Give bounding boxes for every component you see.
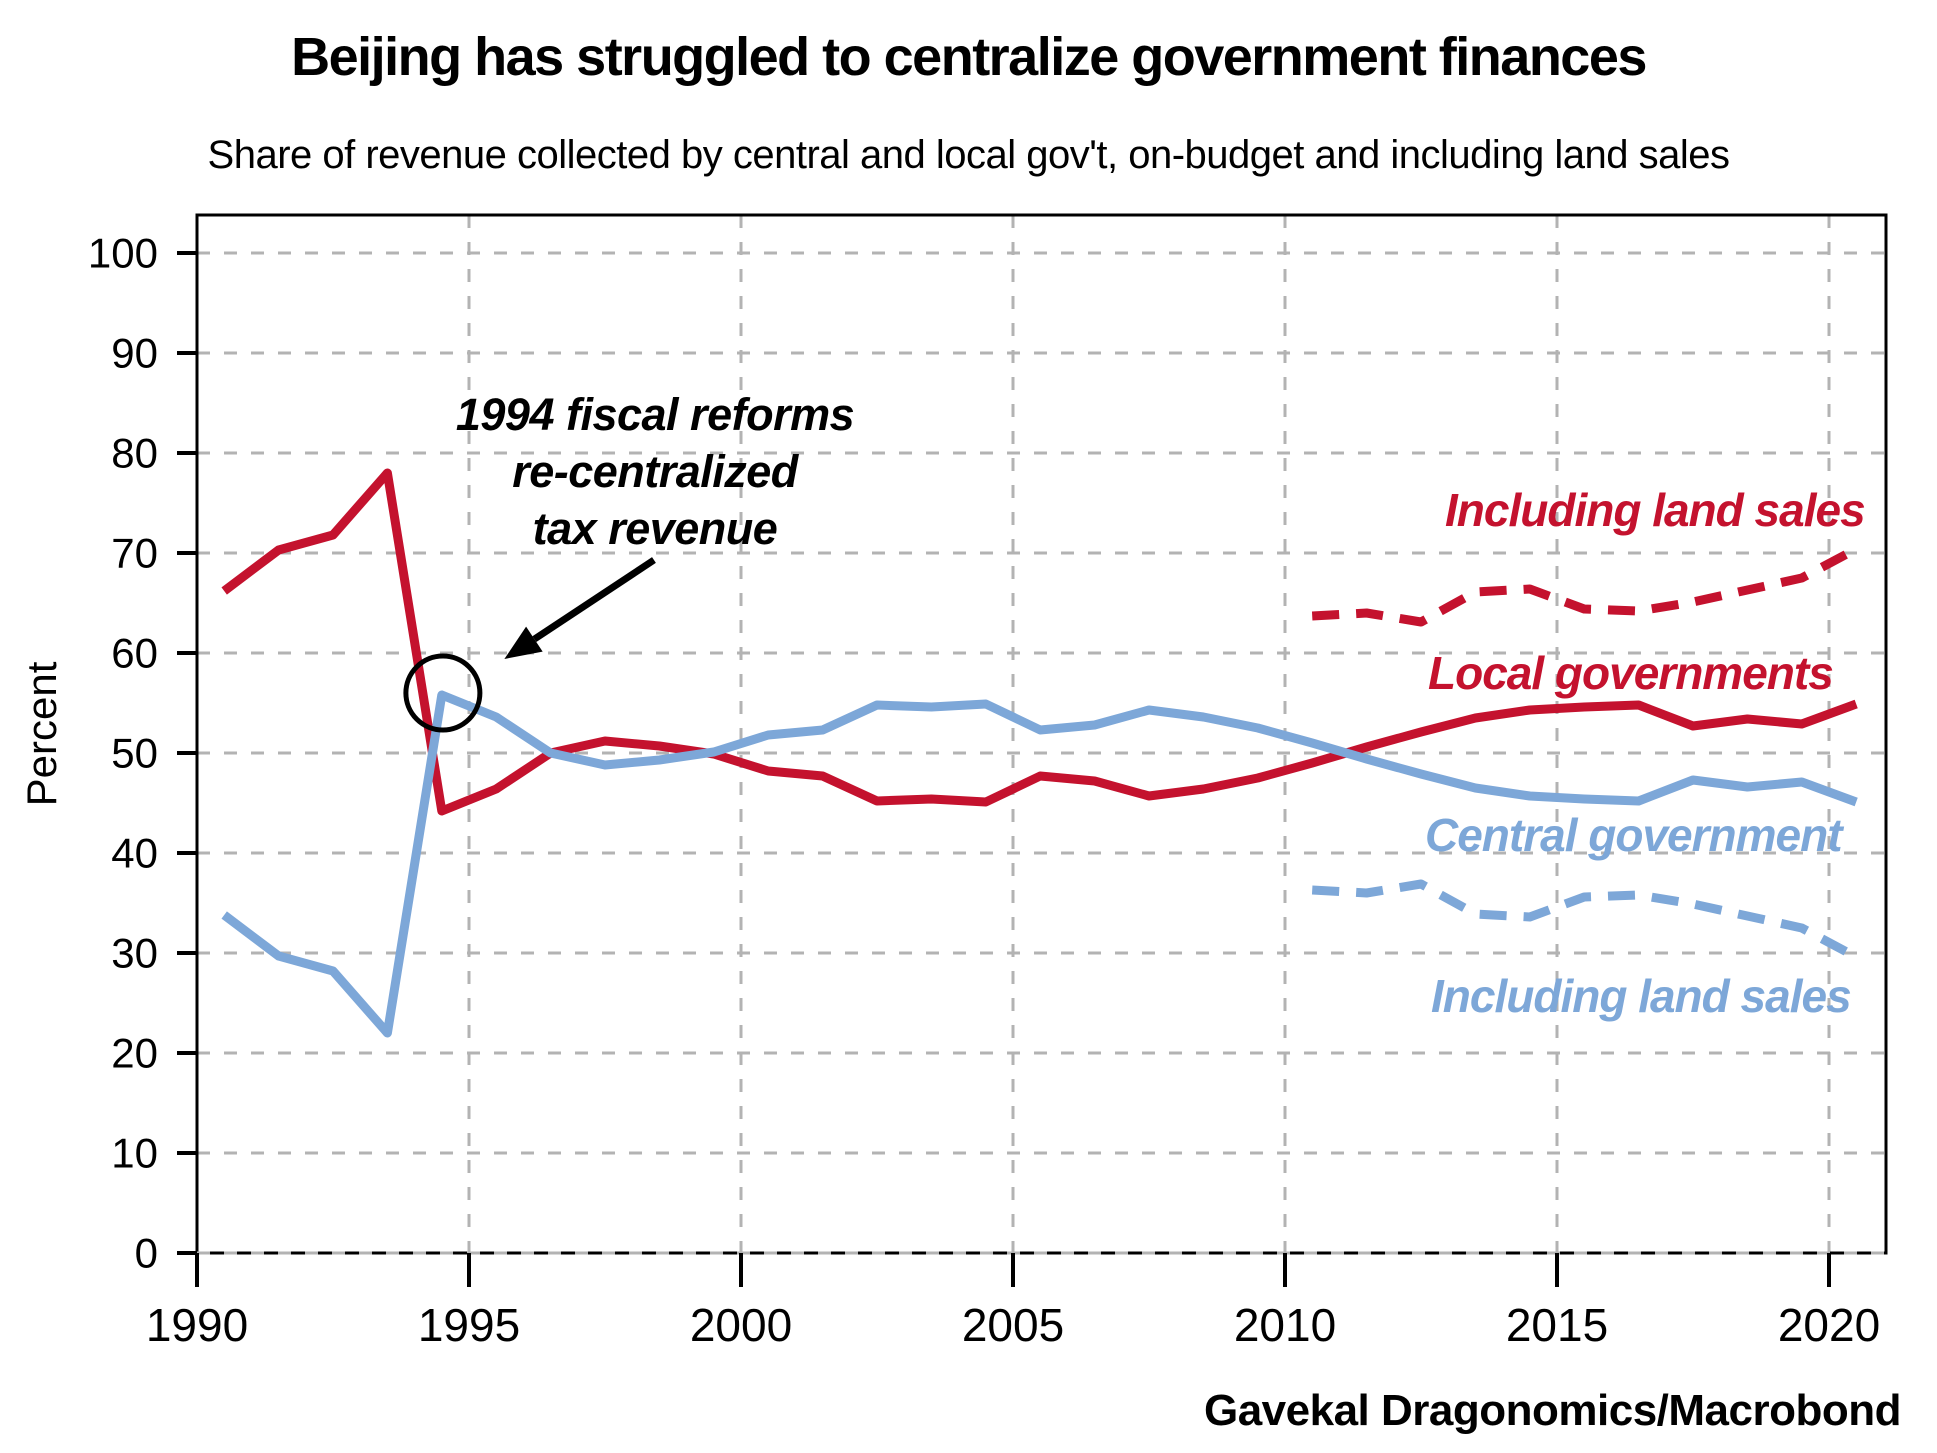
series-label-central-incl-land-sales: Including land sales (1431, 970, 1852, 1022)
chart-subtitle: Share of revenue collected by central an… (207, 133, 1730, 177)
y-tick-label: 20 (111, 1030, 158, 1077)
annotation-line-2: re-centralized (512, 446, 798, 497)
y-tick-label: 10 (111, 1130, 158, 1177)
x-tick-label: 1990 (146, 1299, 248, 1351)
y-tick-label: 70 (111, 530, 158, 577)
x-tick-label: 2005 (962, 1299, 1064, 1351)
y-tick-label: 50 (111, 730, 158, 777)
line-local-onbudget (221, 468, 1858, 816)
x-tick-label: 2000 (690, 1299, 792, 1351)
series-label-central-government: Central government (1425, 809, 1843, 861)
annotation-circle (403, 653, 483, 733)
annotation-arrow-line (532, 557, 656, 643)
y-tick-label: 0 (135, 1230, 158, 1277)
y-tick-label: 90 (111, 330, 158, 377)
series-label-local-governments: Local governments (1428, 647, 1834, 699)
x-tick-label: 2020 (1778, 1299, 1880, 1351)
annotation-arrow-head (504, 626, 543, 659)
line-central-onbudget (221, 690, 1858, 1038)
y-tick-label: 40 (111, 830, 158, 877)
y-tick-label: 80 (111, 430, 158, 477)
source-credit: Gavekal Dragonomics/Macrobond (1203, 1386, 1902, 1435)
x-tick-label: 2010 (1234, 1299, 1336, 1351)
annotation-1994-reforms: 1994 fiscal reforms re-centralized tax r… (420, 386, 890, 557)
annotation-line-3: tax revenue (532, 503, 778, 554)
y-tick-label: 30 (111, 930, 158, 977)
x-tick-label: 1995 (418, 1299, 520, 1351)
y-tick-label: 60 (111, 630, 158, 677)
annotation-line-1: 1994 fiscal reforms (455, 389, 855, 440)
series-label-local-incl-land-sales: Including land sales (1445, 484, 1866, 536)
chart-title: Beijing has struggled to centralize gove… (291, 27, 1647, 87)
line-central-incl-land-sales (1311, 879, 1859, 961)
x-tick-label: 2015 (1506, 1299, 1608, 1351)
y-tick-label: 100 (88, 230, 158, 277)
line-local-incl-land-sales (1311, 545, 1859, 627)
